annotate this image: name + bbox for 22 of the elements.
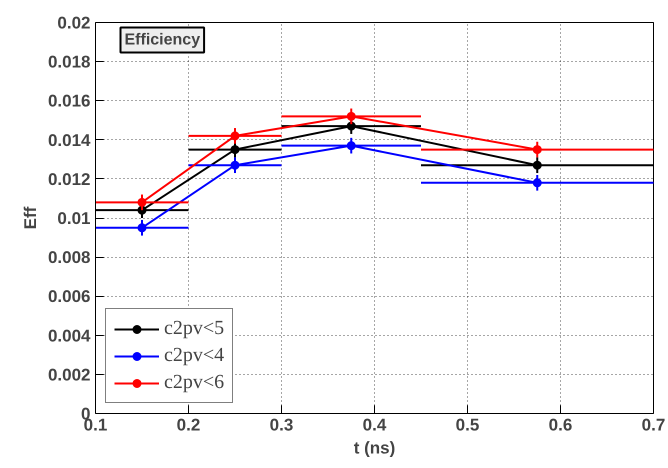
y-tick-label: 0.014: [48, 130, 92, 150]
y-tick-label: 0.002: [48, 365, 91, 384]
x-tick-label: 0.6: [548, 416, 572, 434]
y-tick-label: 0.016: [48, 92, 91, 111]
y-tick-label: 0.02: [57, 14, 91, 32]
x-axis-title: t (ns): [354, 438, 396, 458]
y-tick-label: 0.012: [48, 170, 91, 189]
legend-label: c2pv<6: [164, 371, 224, 394]
y-tick-label: 0.008: [48, 248, 91, 268]
legend-label: c2pv<5: [164, 317, 224, 340]
y-tick-label: 0.01: [57, 209, 91, 228]
x-tick-label: 0.7: [642, 416, 666, 434]
x-tick-label: 0.4: [362, 416, 387, 434]
x-tick-label: 0.2: [176, 416, 200, 434]
y-tick-label: 0.004: [48, 326, 92, 346]
legend-label: c2pv<4: [164, 344, 224, 367]
x-tick-label: 0.5: [456, 416, 480, 434]
annotation: Efficiency: [124, 32, 200, 48]
y-tick-label: 0.006: [48, 287, 91, 306]
x-tick-label: 0.3: [270, 416, 294, 434]
y-tick-label: 0.018: [48, 52, 91, 72]
y-axis-title: Eff: [20, 206, 40, 230]
